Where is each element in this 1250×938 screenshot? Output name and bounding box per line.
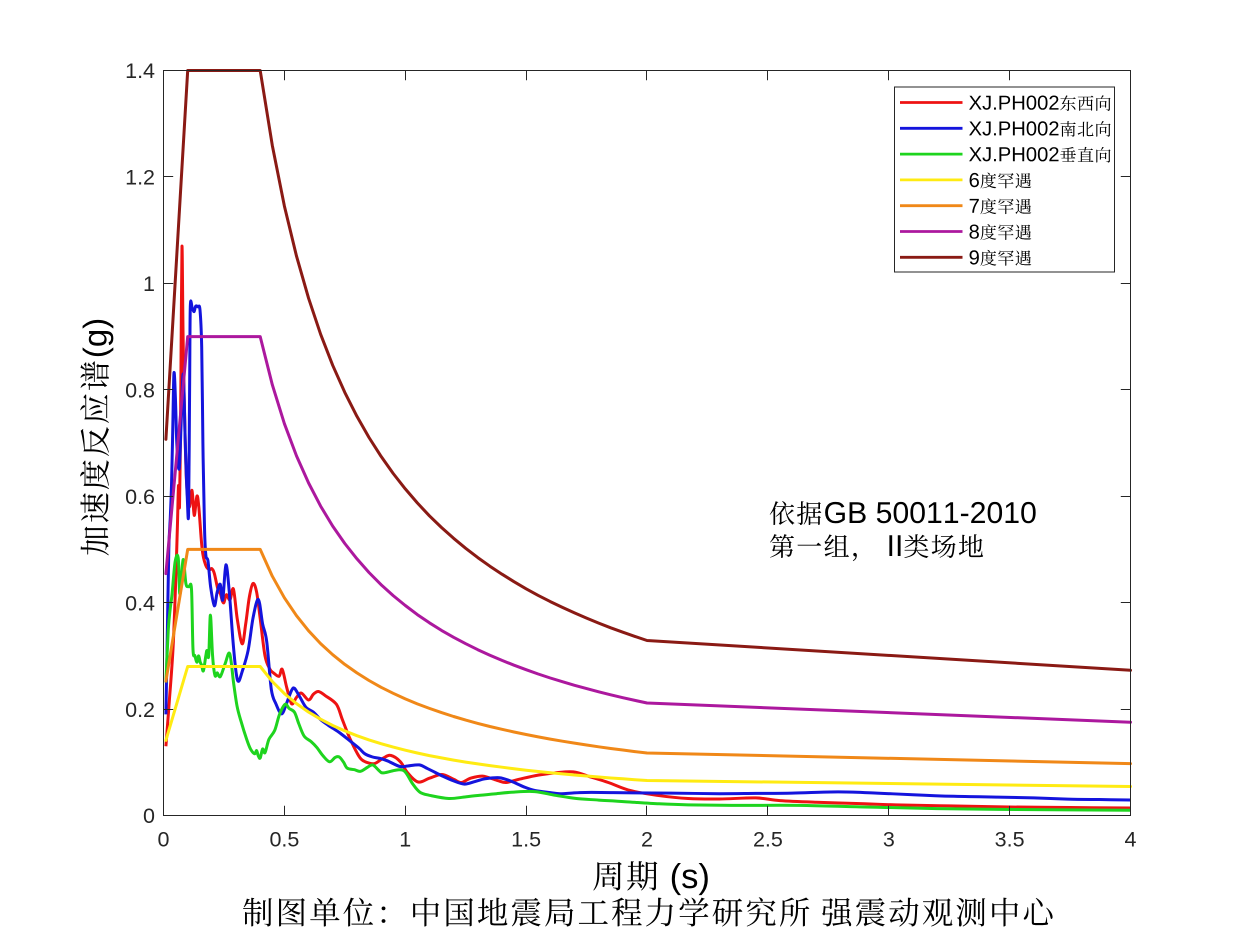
svg-text:1.2: 1.2 (125, 166, 155, 190)
svg-text:0.4: 0.4 (125, 591, 155, 615)
svg-text:4: 4 (1125, 828, 1137, 852)
svg-text:1.5: 1.5 (511, 828, 541, 852)
svg-text:1: 1 (399, 828, 411, 852)
svg-text:0.6: 0.6 (125, 485, 155, 509)
svg-text:3.5: 3.5 (995, 828, 1025, 852)
svg-text:2.5: 2.5 (753, 828, 783, 852)
svg-text:0: 0 (158, 828, 170, 852)
svg-text:3: 3 (883, 828, 895, 852)
svg-text:1.4: 1.4 (125, 59, 155, 83)
svg-text:2: 2 (641, 828, 653, 852)
svg-text:0.2: 0.2 (125, 698, 155, 722)
svg-text:0: 0 (143, 804, 155, 828)
svg-text:0.5: 0.5 (269, 828, 299, 852)
svg-text:0.8: 0.8 (125, 379, 155, 403)
svg-text:1: 1 (143, 272, 155, 296)
